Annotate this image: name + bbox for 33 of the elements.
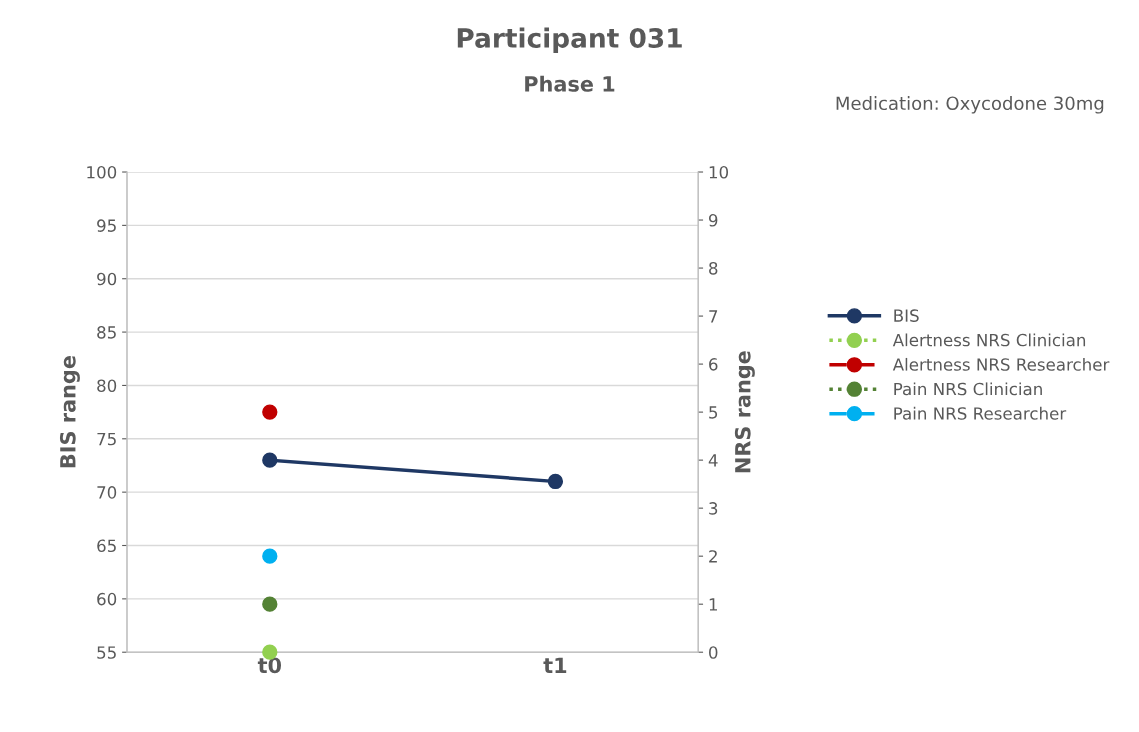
legend-label: Pain NRS Researcher	[894, 406, 1067, 420]
text: Medication: Oxycodone 30mg	[836, 96, 1104, 114]
y2-tick-label: 7	[709, 310, 718, 323]
y2-tick-label: 8	[709, 262, 718, 275]
x-tick-label: t0	[257, 657, 282, 674]
y2-tick-label: 5	[709, 406, 718, 419]
y-axis-title: BIS range	[59, 356, 80, 468]
y-tick-label: 70	[97, 486, 117, 499]
legend-label: Pain NRS Clinician	[894, 382, 1042, 396]
y2-tick-label: 2	[709, 550, 717, 563]
chart-title: Participant 031	[457, 27, 682, 54]
legend-label: BIS	[894, 309, 919, 322]
y-tick-label: 55	[97, 646, 116, 659]
y-tick-label: 60	[97, 592, 117, 606]
legend-label: Alertness NRS Researcher	[892, 357, 1110, 371]
y2-axis-title: NRS range	[734, 351, 755, 473]
y-tick-label: 90	[97, 272, 117, 286]
y-tick-label: 100	[87, 165, 117, 179]
y-tick-label: 75	[97, 432, 116, 446]
y2-tick-label: 3	[709, 502, 718, 515]
y2-tick-label: 6	[709, 358, 718, 371]
y2-tick-label: 4	[708, 454, 718, 467]
x-tick-label: t1	[543, 657, 567, 673]
legend-label: Alertness NRS Clinician	[892, 333, 1086, 347]
y2-tick-label: 0	[709, 646, 718, 659]
chart-subtitle: Phase 1	[525, 75, 615, 92]
y-tick-label: 80	[97, 379, 117, 393]
y-tick-label: 85	[97, 326, 116, 339]
y2-tick-label: 1	[709, 598, 717, 611]
y-tick-label: 95	[97, 219, 116, 232]
y-tick-label: 65	[97, 539, 116, 553]
y2-tick-label: 10	[709, 165, 729, 179]
y2-tick-label: 9	[708, 214, 718, 227]
